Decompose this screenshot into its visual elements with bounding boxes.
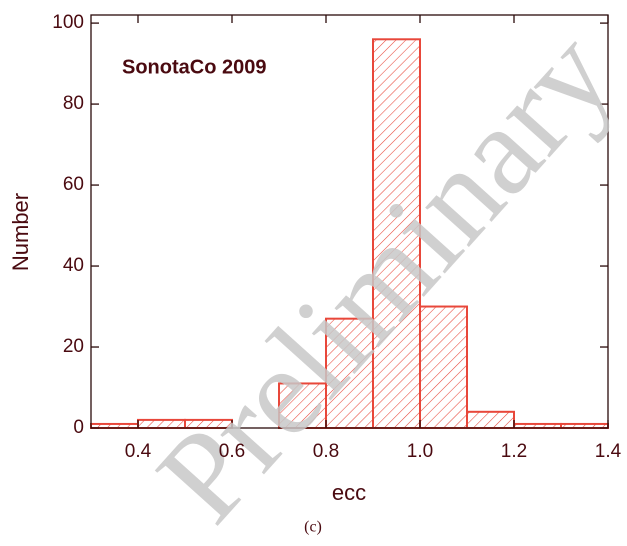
y-tick-label: 20 [63, 336, 84, 357]
y-axis-label: Number [8, 193, 33, 271]
x-tick-label: 1.2 [501, 441, 527, 462]
y-tick-label: 60 [63, 174, 84, 195]
y-tick-label: 100 [52, 12, 84, 33]
axes-frame [90, 14, 609, 429]
x-tick-label: 0.8 [313, 441, 339, 462]
x-axis-label: ecc [332, 480, 366, 505]
x-tick-label: 1.4 [595, 441, 622, 462]
plot-area [90, 14, 609, 430]
bar [372, 38, 421, 429]
y-tick-label: 0 [73, 417, 84, 438]
x-tick-label: 0.4 [125, 441, 152, 462]
bar [419, 305, 468, 430]
y-tick-label: 80 [63, 93, 84, 114]
x-tick-label: 1.0 [407, 441, 433, 462]
x-tick-label: 0.6 [219, 441, 245, 462]
annotation: SonotaCo 2009 [122, 56, 266, 78]
y-tick-label: 40 [63, 255, 84, 276]
caption: (c) [304, 519, 322, 536]
bar [466, 410, 515, 430]
